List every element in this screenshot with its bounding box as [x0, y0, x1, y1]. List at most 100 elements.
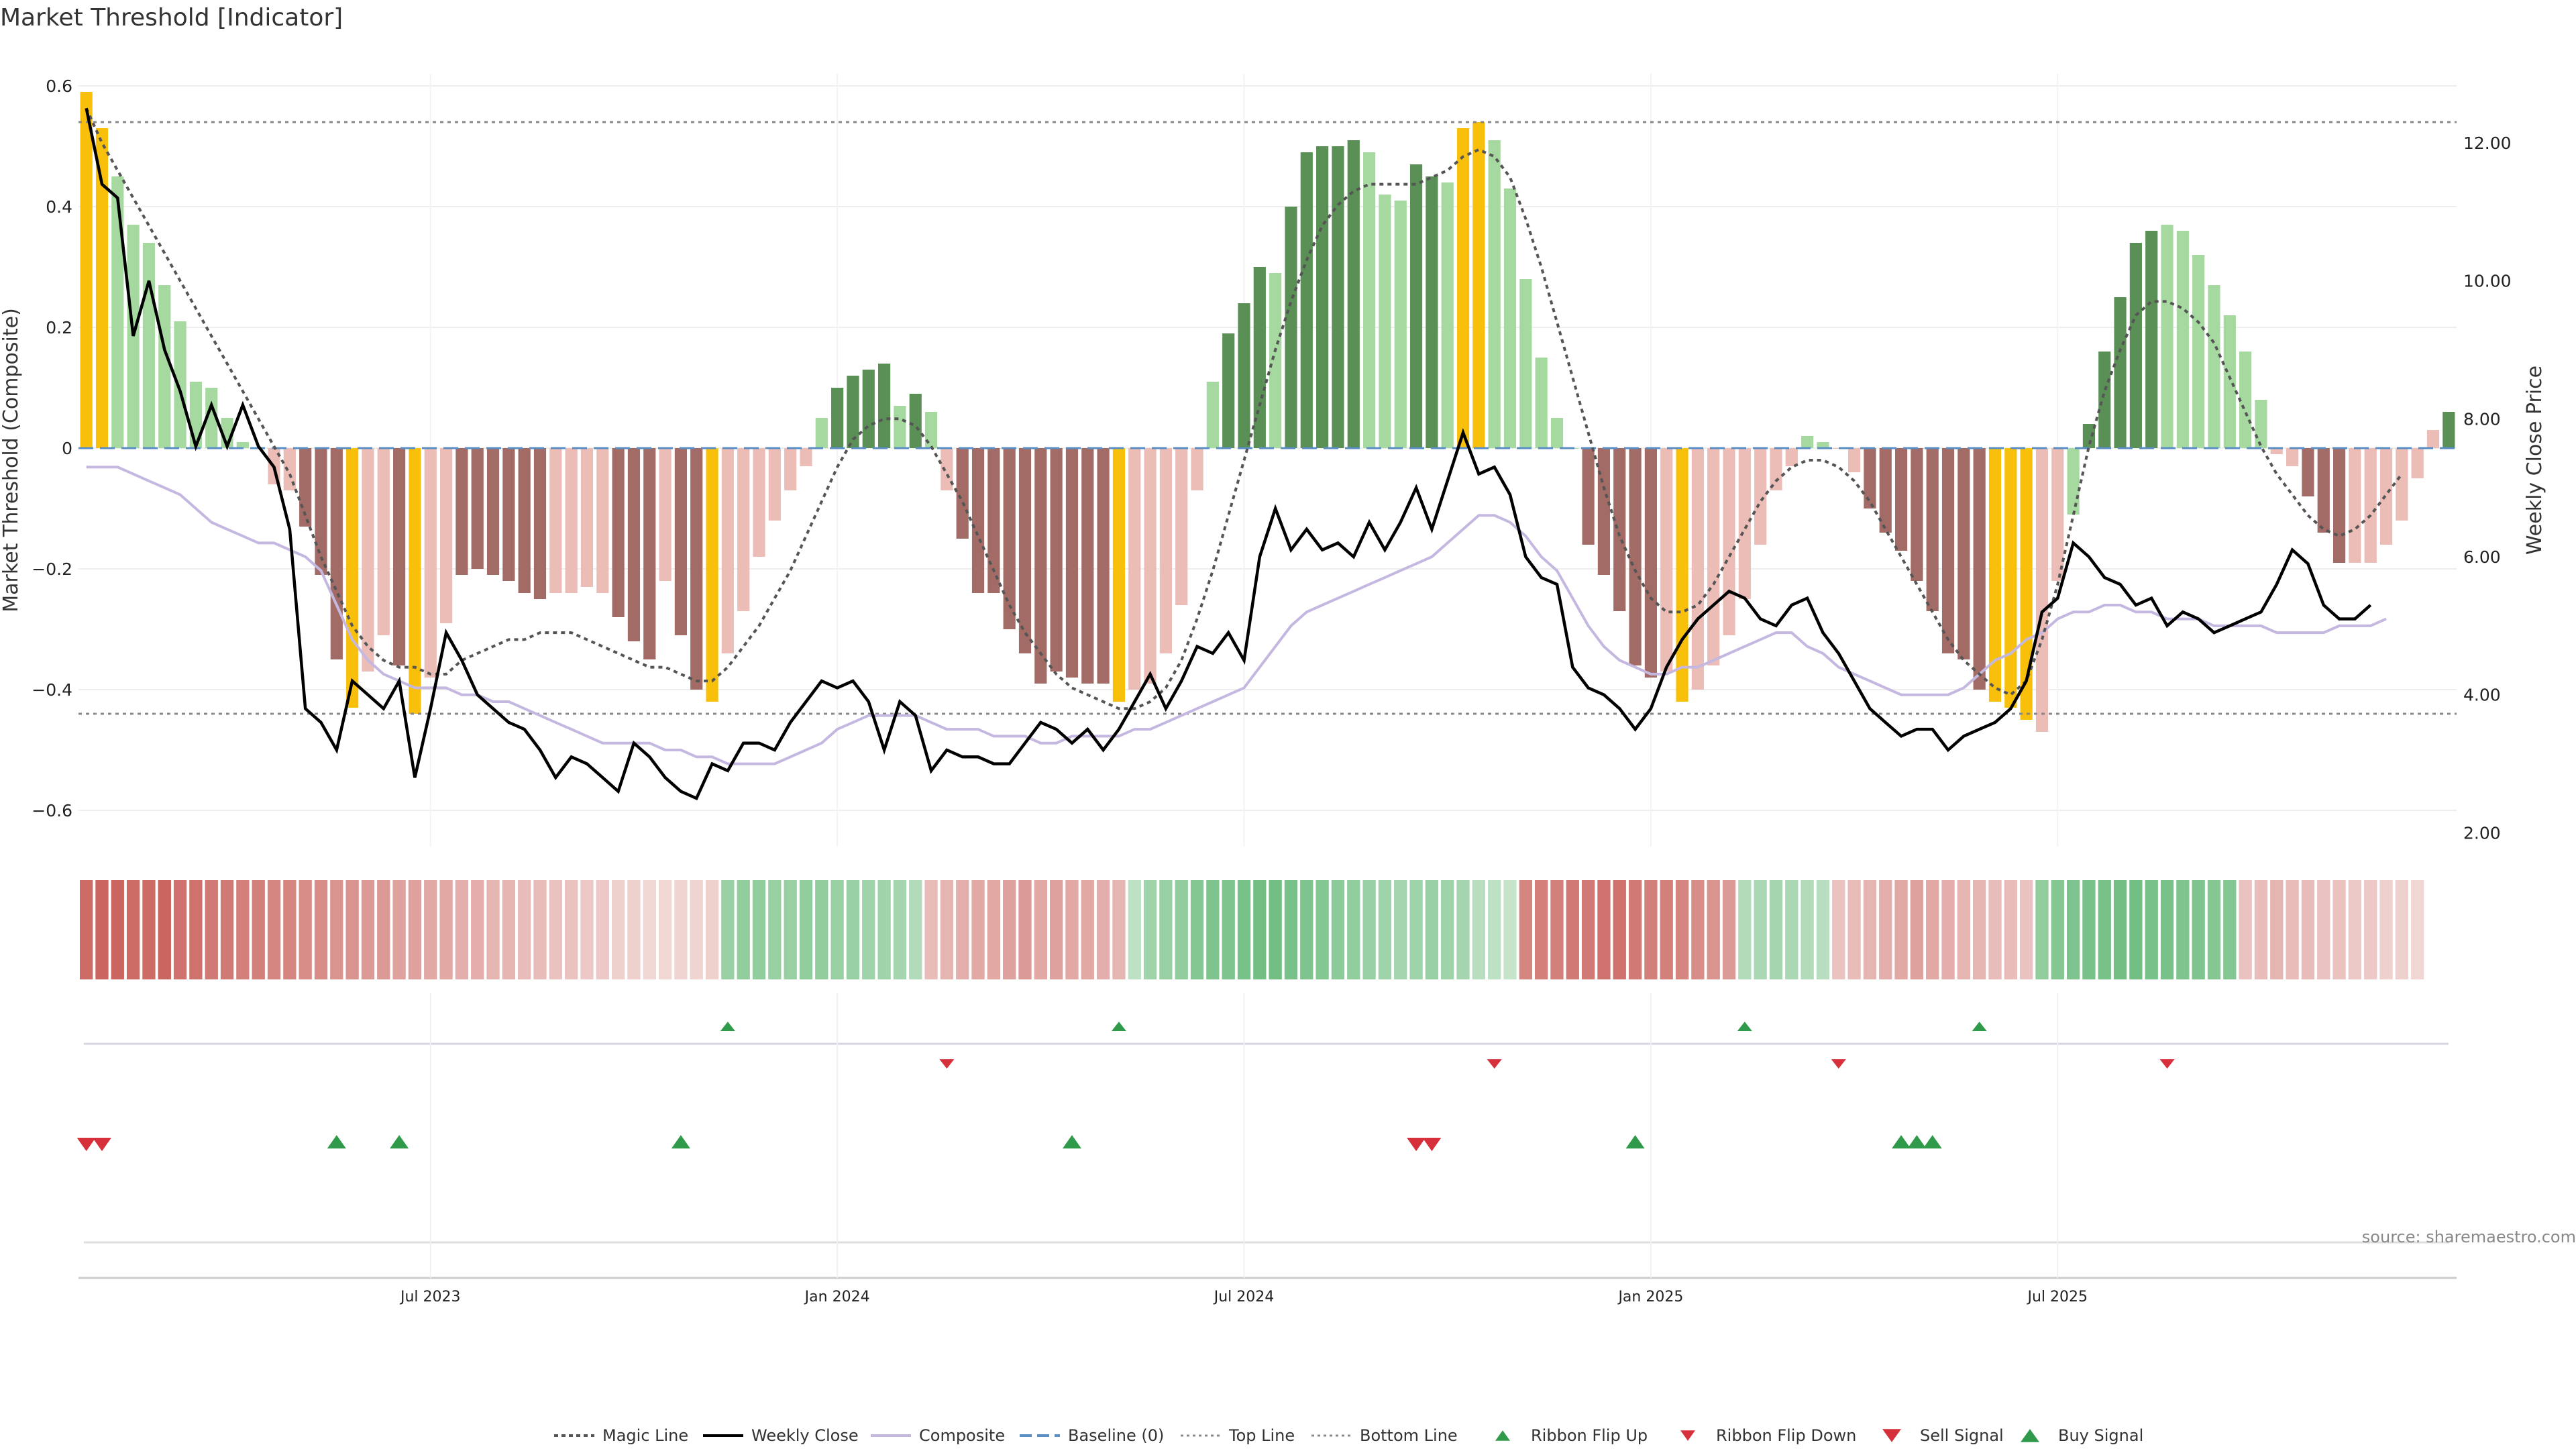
composite-bar: [627, 448, 641, 641]
ribbon-cell: [846, 880, 860, 979]
y-tick-label: 0: [62, 439, 72, 458]
ribbon-cell: [2379, 880, 2393, 979]
ribbon-cell: [1425, 880, 1439, 979]
ribbon-cell: [1316, 880, 1329, 979]
ribbon-cell: [1488, 880, 1501, 979]
legend-label: Bottom Line: [1360, 1426, 1458, 1445]
composite-bar: [315, 448, 327, 575]
composite-bar: [2302, 448, 2314, 496]
composite-bar: [659, 448, 672, 581]
composite-bar: [1206, 382, 1219, 448]
ribbon-cell: [518, 880, 531, 979]
composite-bar: [1926, 448, 1939, 611]
ribbon-cell: [283, 880, 297, 979]
ribbon-cell: [2395, 880, 2409, 979]
ribbon-cell: [252, 880, 265, 979]
ribbon-cell: [1347, 880, 1360, 979]
ribbon-cell: [80, 880, 93, 979]
ribbon-cell: [1754, 880, 1767, 979]
composite-bar: [1034, 448, 1047, 684]
chart-title: Market Threshold [Indicator]: [0, 4, 343, 32]
ribbon-cell: [455, 880, 469, 979]
composite-bar: [1081, 448, 1094, 684]
ribbon-cell: [1566, 880, 1579, 979]
composite-bar: [362, 448, 374, 672]
ribbon-cell: [611, 880, 625, 979]
composite-bar: [2286, 448, 2299, 466]
ribbon-cell: [189, 880, 203, 979]
composite-bar: [1426, 176, 1438, 448]
legend-label: Composite: [919, 1426, 1005, 1445]
ribbon-cell: [564, 880, 578, 979]
ribbon-cell: [940, 880, 954, 979]
composite-bar: [784, 448, 797, 490]
composite-bar: [878, 364, 891, 448]
composite-bar: [1379, 195, 1391, 448]
weekly-close-line: [85, 107, 2372, 800]
y-tick-label: −0.2: [32, 559, 72, 579]
x-tick-label: Jul 2025: [2027, 1289, 2088, 1305]
ribbon-cell: [1049, 880, 1063, 979]
ribbon-cell: [987, 880, 1001, 979]
composite-bar: [2114, 297, 2127, 448]
legend-item: Composite: [871, 1426, 1005, 1445]
composite-bars: [80, 92, 2455, 732]
ribbon-cell: [784, 880, 797, 979]
composite-bar: [1394, 201, 1407, 448]
ribbon-cell: [1034, 880, 1047, 979]
composite-bar: [643, 448, 656, 659]
ribbon-cell: [752, 880, 766, 979]
ribbon-cell: [173, 880, 187, 979]
ribbon-cell: [1801, 880, 1814, 979]
composite-bar: [1535, 358, 1548, 448]
legend-item: Buy Signal: [2021, 1426, 2143, 1445]
composite-bar: [1065, 448, 1079, 678]
y-axis-ticks: 0.6 0.4 0.2 0 −0.2 −0.4 −0.6: [32, 76, 72, 820]
composite-bar: [800, 448, 812, 466]
composite-bar: [502, 448, 515, 581]
ribbon-cell: [1441, 880, 1454, 979]
composite-bar: [1660, 448, 1673, 672]
ribbon-cell: [1597, 880, 1611, 979]
composite-bar: [815, 418, 828, 448]
ribbon-cell: [158, 880, 171, 979]
composite-bar: [2379, 448, 2393, 545]
composite-bar: [753, 448, 765, 557]
ribbon-cell: [2364, 880, 2377, 979]
composite-bar: [111, 176, 124, 448]
ribbon-cell: [924, 880, 938, 979]
ribbon-cell: [1394, 880, 1407, 979]
y2-tick-label: 8.00: [2463, 409, 2501, 429]
ribbon-cell: [1003, 880, 1016, 979]
ribbon-cell: [1519, 880, 1532, 979]
buy-signal-marker: [671, 1135, 690, 1148]
ribbon-cell: [799, 880, 813, 979]
composite-bar: [393, 448, 406, 665]
ribbon-cell: [580, 880, 594, 979]
ribbon-flip-down-marker: [939, 1059, 955, 1069]
composite-bar: [1097, 448, 1110, 684]
composite-bar: [346, 448, 359, 708]
composite-bar: [1738, 448, 1751, 599]
ribbon-cell: [2192, 880, 2205, 979]
ribbon-cell: [643, 880, 656, 979]
ribbon-cell: [1769, 880, 1783, 979]
buy-signal-marker: [1892, 1135, 1911, 1148]
ribbon-cell: [893, 880, 907, 979]
composite-bar: [596, 448, 609, 593]
ribbon-cell: [1691, 880, 1705, 979]
y2-tick-label: 6.00: [2463, 547, 2501, 567]
ribbon-cell: [1988, 880, 2002, 979]
composite-bar: [1332, 146, 1344, 448]
composite-bar: [721, 448, 734, 653]
ribbon-cell: [1472, 880, 1486, 979]
composite-bar: [2176, 231, 2189, 448]
composite-bar: [1801, 436, 1814, 448]
ribbon-cell: [1128, 880, 1141, 979]
ribbon-cell: [1722, 880, 1736, 979]
ribbon-cell: [909, 880, 922, 979]
y-tick-label: −0.4: [32, 680, 72, 700]
composite-bar: [1973, 448, 1986, 690]
ribbon-cell: [1222, 880, 1235, 979]
composite-bar: [95, 128, 109, 448]
